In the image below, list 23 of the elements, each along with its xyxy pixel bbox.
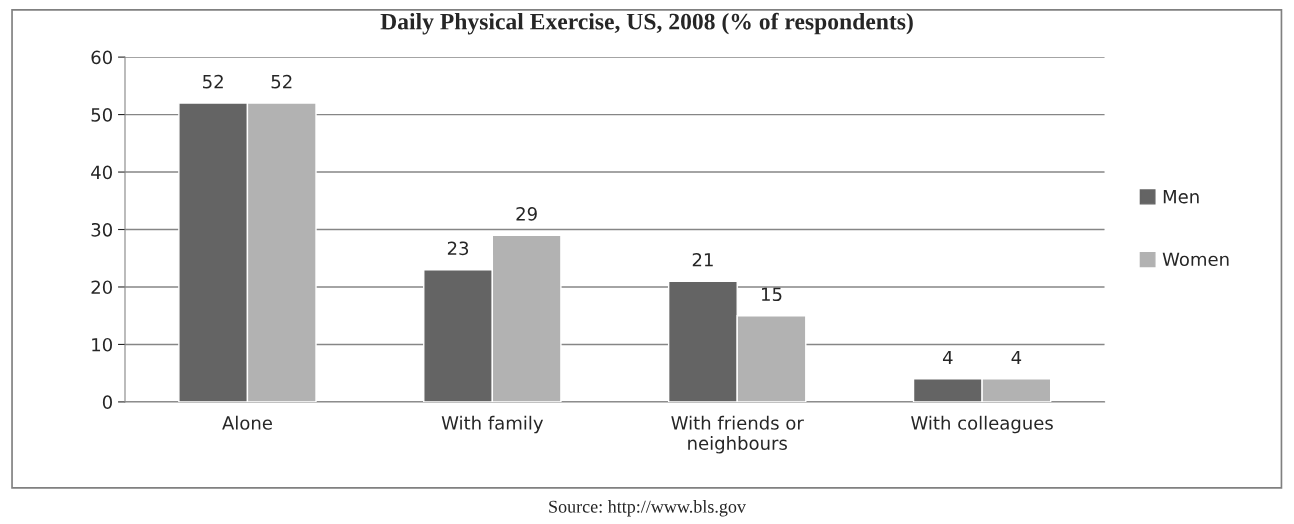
legend-label: Men bbox=[1163, 190, 1199, 204]
data-label: 52 bbox=[203, 74, 223, 89]
x-tick-label: With family bbox=[441, 415, 544, 434]
data-label: 4 bbox=[942, 350, 953, 365]
y-tick-label: 0 bbox=[102, 395, 112, 410]
data-label: 21 bbox=[692, 252, 713, 267]
legend-label: Women bbox=[1162, 252, 1229, 267]
data-label: 4 bbox=[1011, 350, 1022, 365]
data-label: 15 bbox=[762, 287, 782, 302]
data-label: 29 bbox=[516, 206, 537, 221]
x-tick-label: Alone bbox=[222, 415, 272, 430]
chart-title: Daily Physical Exercise, US, 2008 (% of respondents) bbox=[380, 12, 913, 35]
data-label: 52 bbox=[271, 74, 292, 89]
y-tick-label: 50 bbox=[91, 108, 112, 122]
source-note: Source: http://www.bls.gov bbox=[549, 500, 746, 517]
data-label: 23 bbox=[447, 241, 469, 256]
y-tick-label: 10 bbox=[92, 337, 112, 352]
y-tick-label: 60 bbox=[91, 50, 112, 65]
y-tick-label: 20 bbox=[91, 280, 112, 295]
x-tick-label: With colleagues bbox=[911, 415, 1053, 434]
x-tick-label: With friends or neighbours bbox=[671, 415, 804, 454]
y-tick-label: 40 bbox=[91, 165, 112, 180]
y-tick-label: 30 bbox=[91, 222, 112, 237]
